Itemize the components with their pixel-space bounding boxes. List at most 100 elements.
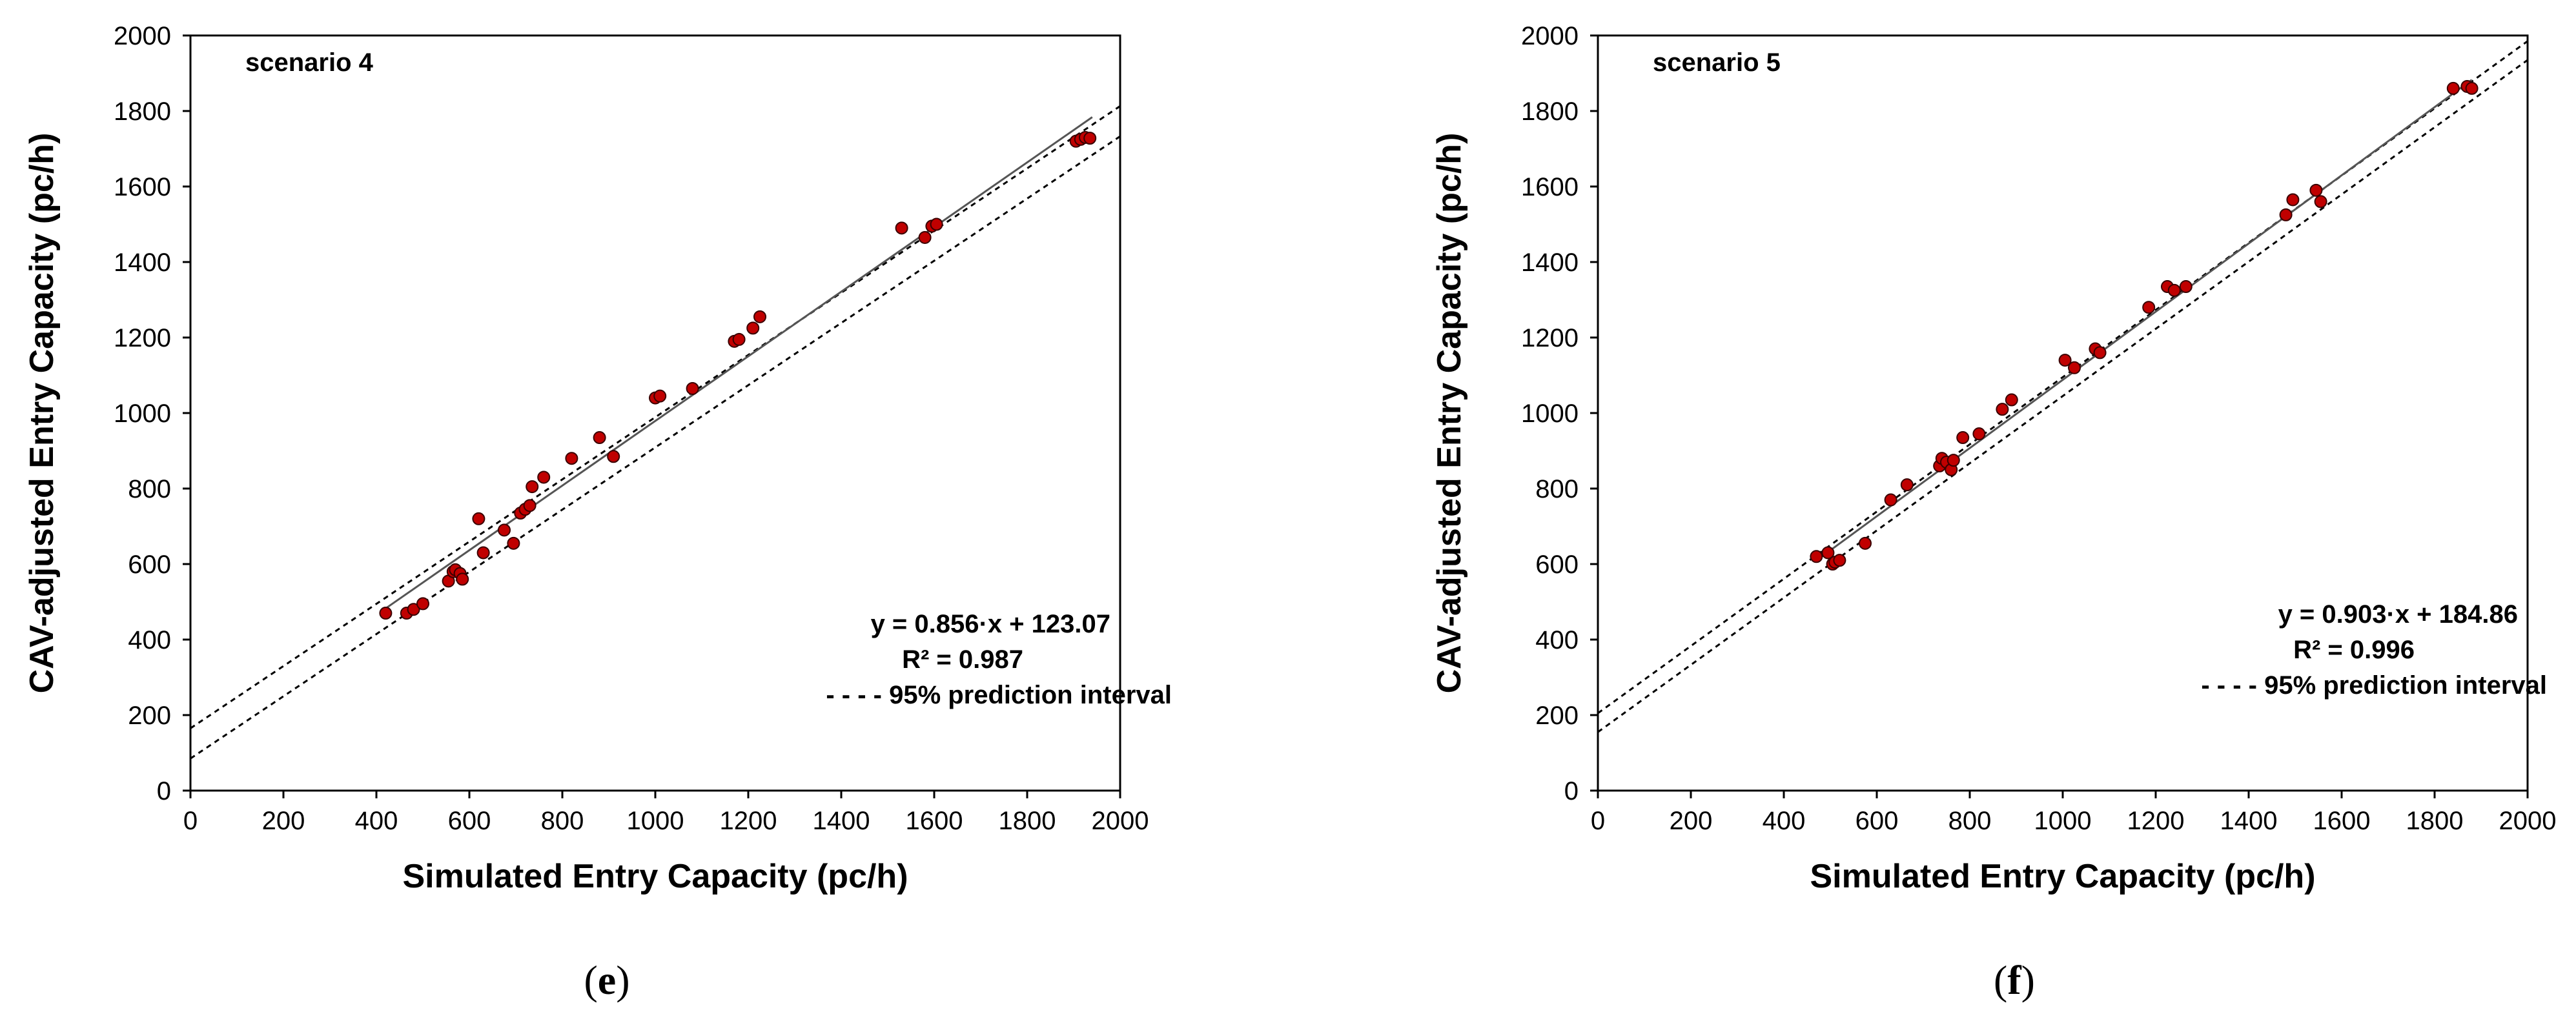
- panel-e: 0 200 400 600 800 1000 1200 1400 1600 1800 2000 0 20…: [23, 22, 1172, 1003]
- x-tick-label: 1800: [999, 807, 1056, 835]
- x-tick-label: 1600: [2313, 807, 2371, 835]
- x-tick-label: 800: [541, 807, 584, 835]
- y-tick-label: 1200: [114, 324, 171, 352]
- y-tick-label: 200: [128, 702, 171, 730]
- data-point: [686, 381, 699, 395]
- data-point: [895, 221, 908, 235]
- y-tick-label: 600: [1535, 551, 1579, 579]
- data-point: [732, 332, 746, 346]
- prediction-interval-upper-line: [190, 105, 1120, 729]
- fit-lines-group: [1598, 40, 2528, 733]
- r-squared-label: R² = 0.987: [902, 645, 1023, 674]
- data-point: [2142, 301, 2156, 314]
- y-tick-label: 2000: [1521, 22, 1579, 50]
- data-point: [1947, 454, 1960, 467]
- data-point: [537, 470, 551, 484]
- data-point: [1996, 403, 2009, 416]
- x-tick-label: 1000: [627, 807, 684, 835]
- x-tick-label: 1200: [2127, 807, 2185, 835]
- data-point: [2279, 208, 2293, 221]
- data-point: [1810, 550, 1823, 563]
- data-point: [2179, 280, 2193, 294]
- data-point: [1956, 431, 1970, 445]
- data-point: [1884, 493, 1897, 507]
- prediction-interval-lower-line: [190, 135, 1120, 760]
- y-tick-label: 400: [1535, 626, 1579, 654]
- data-point: [593, 431, 606, 445]
- data-point: [1083, 132, 1097, 145]
- x-tick-label: 400: [1763, 807, 1806, 835]
- data-point: [2167, 283, 2181, 297]
- y-tick-label: 600: [128, 551, 171, 579]
- data-point: [1972, 427, 1986, 441]
- regression-line: [385, 116, 1093, 609]
- y-tick-label: 2000: [114, 22, 171, 50]
- data-point: [507, 536, 520, 550]
- y-tick-label: 1200: [1521, 324, 1579, 352]
- x-tick-label: 2000: [1092, 807, 1149, 835]
- data-point: [416, 597, 429, 611]
- panel-f: 0 200 400 600 800 1000 1200 1400 1600 1800 2000 0 20…: [1431, 22, 2556, 1003]
- x-tick-label: 1800: [2406, 807, 2464, 835]
- panel-caption: (e): [584, 957, 629, 1003]
- x-tick-label: 1400: [813, 807, 870, 835]
- data-point: [2093, 346, 2107, 359]
- data-point: [456, 572, 469, 586]
- x-tick-label: 1600: [906, 807, 963, 835]
- data-point: [2005, 393, 2018, 407]
- y-tick-label: 800: [1535, 475, 1579, 503]
- x-tick-label: 400: [355, 807, 398, 835]
- y-tick-label: 200: [1535, 702, 1579, 730]
- x-tick-label: 200: [1670, 807, 1713, 835]
- data-point: [1900, 478, 1914, 492]
- data-point: [407, 603, 420, 616]
- data-point: [653, 389, 667, 403]
- prediction-interval-legend: - - - - 95% prediction interval: [2201, 671, 2547, 700]
- y-tick-label: 1000: [1521, 399, 1579, 428]
- y-tick-label: 1800: [1521, 97, 1579, 126]
- data-point: [746, 321, 760, 335]
- data-point: [930, 217, 943, 231]
- data-point: [523, 499, 537, 512]
- data-point: [607, 450, 620, 463]
- data-point: [1833, 554, 1846, 567]
- x-tick-label: 0: [183, 807, 198, 835]
- panel-caption: (f): [1994, 957, 2035, 1003]
- data-point: [2446, 81, 2460, 95]
- regression-equation: y = 0.903·x + 184.86: [2278, 600, 2518, 629]
- x-axis-title: Simulated Entry Capacity (pc/h): [1810, 858, 2315, 895]
- data-point: [379, 607, 393, 620]
- y-tick-label: 1400: [1521, 248, 1579, 277]
- x-tick-label: 600: [1855, 807, 1899, 835]
- plot-area-frame: [189, 34, 1121, 792]
- y-tick-label: 1600: [114, 173, 171, 201]
- x-tick-label: 0: [1591, 807, 1605, 835]
- x-tick-label: 1400: [2220, 807, 2278, 835]
- data-point: [476, 546, 490, 560]
- r-squared-label: R² = 0.996: [2293, 636, 2415, 664]
- data-point: [753, 310, 766, 323]
- data-point: [1821, 546, 1835, 560]
- y-tick-label: 0: [1564, 777, 1579, 805]
- y-axis-title: CAV-adjusted Entry Capacity (pc/h): [1431, 133, 1468, 694]
- regression-equation: y = 0.856·x + 123.07: [871, 610, 1110, 638]
- y-tick-label: 1000: [114, 399, 171, 428]
- y-tick-label: 1400: [114, 248, 171, 277]
- x-tick-label: 600: [448, 807, 491, 835]
- x-axis-title: Simulated Entry Capacity (pc/h): [402, 858, 908, 895]
- data-point: [2068, 361, 2081, 374]
- data-point: [565, 452, 578, 465]
- scenario-label: scenario 5: [1653, 48, 1781, 77]
- data-point: [2309, 183, 2323, 197]
- y-tick-label: 1800: [114, 97, 171, 126]
- y-axis-title: CAV-adjusted Entry Capacity (pc/h): [23, 133, 61, 694]
- regression-line: [1815, 79, 2473, 561]
- y-tick-label: 0: [157, 777, 171, 805]
- x-tick-label: 1200: [720, 807, 777, 835]
- y-tick-label: 800: [128, 475, 171, 503]
- x-tick-label: 200: [262, 807, 305, 835]
- y-tick-label: 1600: [1521, 173, 1579, 201]
- data-point: [498, 523, 511, 537]
- data-point: [2058, 354, 2072, 367]
